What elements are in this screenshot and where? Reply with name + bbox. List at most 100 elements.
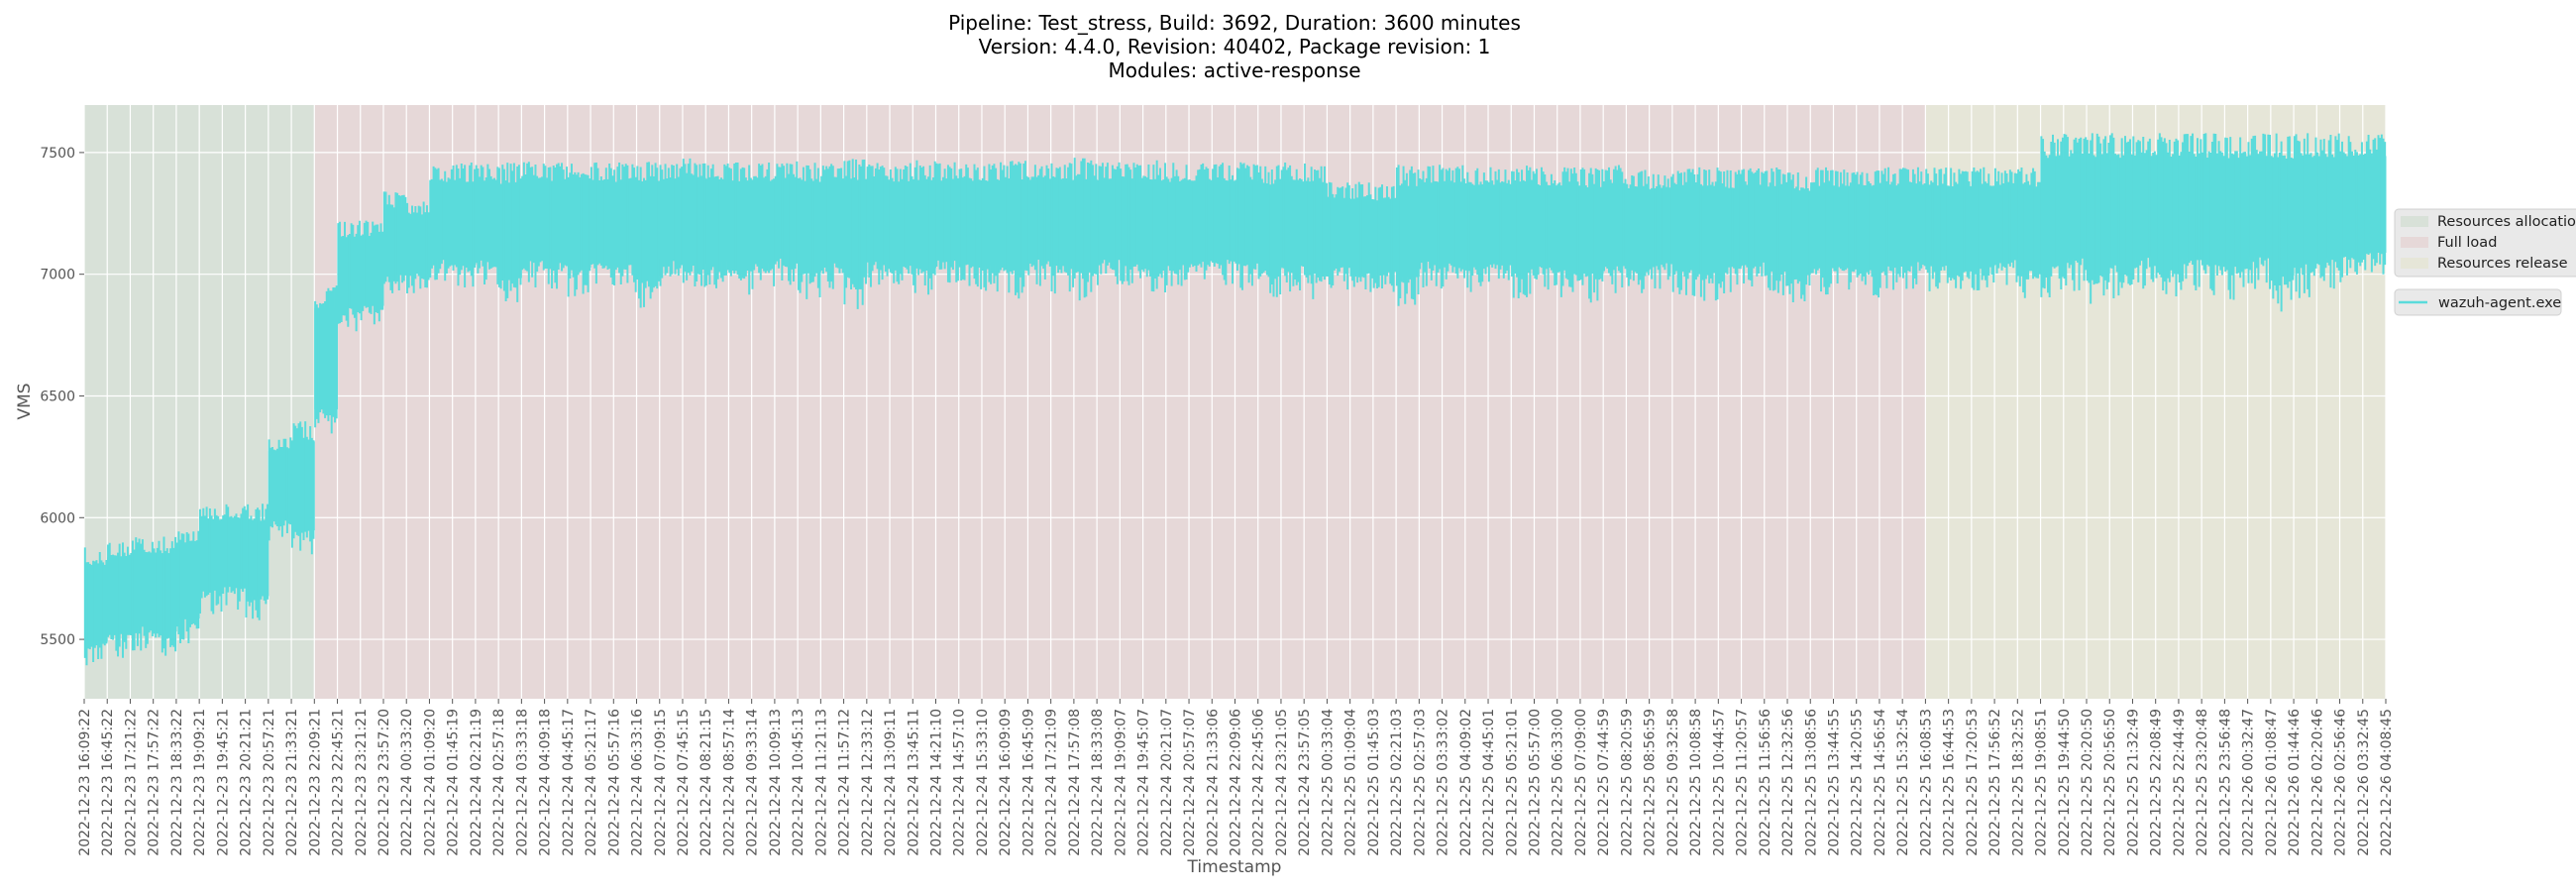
series-wazuh-agent [83, 133, 2387, 666]
x-tick-label: 2022-12-26 04:08:45 [2379, 709, 2395, 856]
x-tick-label: 2022-12-25 11:56:56 [1758, 709, 1773, 856]
x-tick-label: 2022-12-24 19:09:07 [1113, 709, 1128, 856]
x-tick-label: 2022-12-23 16:45:22 [100, 709, 116, 856]
x-tick-label: 2022-12-25 01:09:04 [1343, 709, 1359, 856]
x-tick-label: 2022-12-25 16:08:53 [1918, 709, 1934, 856]
x-tick-label: 2022-12-26 02:56:46 [2333, 709, 2349, 856]
x-tick-label: 2022-12-25 16:44:53 [1942, 709, 1958, 856]
title-line-3: Modules: active-response [1108, 58, 1360, 82]
x-tick-label: 2022-12-25 22:44:49 [2172, 709, 2188, 856]
x-tick-label: 2022-12-25 02:57:03 [1412, 709, 1428, 856]
x-tick-label: 2022-12-25 15:32:54 [1895, 709, 1911, 856]
x-tick-label: 2022-12-24 08:21:15 [698, 709, 714, 856]
x-tick-label: 2022-12-24 01:09:20 [422, 709, 438, 856]
x-tick-label: 2022-12-24 17:57:08 [1067, 709, 1083, 856]
x-tick-label: 2022-12-23 16:09:22 [77, 709, 93, 856]
x-tick-label: 2022-12-24 20:57:07 [1182, 709, 1198, 856]
x-tick-label: 2022-12-25 23:56:48 [2217, 709, 2233, 856]
x-tick-label: 2022-12-25 13:08:56 [1803, 709, 1819, 856]
x-tick-label: 2022-12-24 09:33:14 [745, 709, 761, 856]
legend-label-full-load: Full load [2437, 235, 2497, 251]
x-tick-label: 2022-12-24 04:45:17 [561, 709, 577, 856]
x-tick-label: 2022-12-25 13:44:55 [1826, 709, 1842, 856]
x-tick-label: 2022-12-23 18:33:22 [169, 709, 185, 856]
x-tick-label: 2022-12-25 19:08:51 [2034, 709, 2050, 856]
x-axis-label: Timestamp [1187, 857, 1282, 877]
x-tick-label: 2022-12-24 00:33:20 [399, 709, 415, 856]
x-tick-label: 2022-12-24 11:21:13 [813, 709, 829, 856]
x-tick-label: 2022-12-24 07:45:15 [676, 709, 692, 856]
x-tick-label: 2022-12-25 03:33:02 [1436, 709, 1451, 856]
x-tick-label: 2022-12-23 22:45:21 [331, 709, 347, 856]
x-tick-label: 2022-12-23 19:09:21 [192, 709, 208, 856]
phase-legend: Resources allocation Full load Resources… [2394, 208, 2576, 278]
x-tick-label: 2022-12-25 22:08:49 [2149, 709, 2165, 856]
x-tick-label: 2022-12-24 22:09:06 [1229, 709, 1244, 856]
x-tick-label: 2022-12-24 20:21:07 [1159, 709, 1175, 856]
x-tick-label: 2022-12-25 02:21:03 [1389, 709, 1405, 856]
x-tick-label: 2022-12-24 23:57:05 [1297, 709, 1313, 856]
x-tick-label: 2022-12-24 10:09:13 [768, 709, 784, 856]
x-tick-label: 2022-12-24 22:45:06 [1251, 709, 1267, 856]
x-tick-label: 2022-12-24 13:45:11 [906, 709, 921, 856]
x-tick-label: 2022-12-23 22:09:21 [307, 709, 323, 856]
x-tick-label: 2022-12-25 21:32:49 [2125, 709, 2141, 856]
legend-swatch-release [2401, 258, 2428, 269]
x-tick-label: 2022-12-26 01:08:47 [2264, 709, 2280, 856]
title-line-1: Pipeline: Test_stress, Build: 3692, Dura… [948, 11, 1521, 35]
x-tick-label: 2022-12-24 13:09:11 [883, 709, 899, 856]
x-tick-label: 2022-12-24 05:57:16 [606, 709, 622, 856]
x-tick-label: 2022-12-23 19:45:21 [215, 709, 231, 856]
x-tick-label: 2022-12-24 23:21:05 [1274, 709, 1290, 856]
x-tick-label: 2022-12-26 00:32:47 [2241, 709, 2257, 856]
x-tick-label: 2022-12-24 02:21:19 [469, 709, 484, 856]
y-tick-label: 5500 [40, 632, 75, 648]
x-axis: 2022-12-23 16:09:22 2022-12-23 16:45:22 20… [77, 699, 2395, 856]
x-tick-label: 2022-12-26 01:44:46 [2287, 709, 2303, 856]
x-tick-label: 2022-12-23 20:57:21 [262, 709, 277, 856]
y-axis-label: VMS [15, 383, 35, 419]
x-tick-label: 2022-12-24 17:21:09 [1044, 709, 1060, 856]
x-tick-label: 2022-12-25 19:44:50 [2057, 709, 2073, 856]
x-tick-label: 2022-12-24 10:45:13 [791, 709, 806, 856]
y-tick-label: 6000 [40, 510, 75, 526]
x-tick-label: 2022-12-24 06:33:16 [630, 709, 646, 856]
y-axis: 5500 6000 6500 7000 7500 [40, 146, 84, 648]
x-tick-label: 2022-12-25 08:20:59 [1619, 709, 1635, 856]
x-tick-label: 2022-12-24 11:57:12 [837, 709, 853, 856]
x-tick-label: 2022-12-23 21:33:21 [284, 709, 300, 856]
x-tick-label: 2022-12-25 01:45:03 [1366, 709, 1382, 856]
x-tick-label: 2022-12-24 16:09:09 [998, 709, 1014, 856]
x-tick-label: 2022-12-25 07:09:00 [1573, 709, 1589, 856]
x-tick-label: 2022-12-23 23:57:20 [376, 709, 392, 856]
x-tick-label: 2022-12-25 20:56:50 [2102, 709, 2118, 856]
legend-label-wazuh-agent: wazuh-agent.exe [2438, 295, 2561, 311]
x-tick-label: 2022-12-25 07:44:59 [1596, 709, 1612, 856]
x-tick-label: 2022-12-25 08:56:59 [1643, 709, 1659, 856]
x-tick-label: 2022-12-25 17:20:53 [1965, 709, 1981, 856]
x-tick-label: 2022-12-24 14:21:10 [929, 709, 945, 856]
x-tick-label: 2022-12-24 04:09:18 [538, 709, 554, 856]
legend-label-release: Resources release [2437, 256, 2568, 272]
legend-swatch-full-load [2401, 237, 2428, 248]
x-tick-label: 2022-12-25 06:33:00 [1551, 709, 1566, 856]
x-tick-label: 2022-12-25 05:21:01 [1504, 709, 1520, 856]
title-line-2: Version: 4.4.0, Revision: 40402, Package… [979, 35, 1491, 58]
series-legend: wazuh-agent.exe [2394, 288, 2562, 316]
y-tick-label: 7500 [40, 146, 75, 162]
y-tick-label: 7000 [40, 268, 75, 283]
x-tick-label: 2022-12-25 10:44:57 [1711, 709, 1727, 856]
x-tick-label: 2022-12-25 04:45:01 [1481, 709, 1497, 856]
x-tick-label: 2022-12-25 20:20:50 [2080, 709, 2095, 856]
x-tick-label: 2022-12-24 03:33:18 [514, 709, 530, 856]
x-tick-label: 2022-12-24 05:21:17 [584, 709, 599, 856]
x-tick-label: 2022-12-25 17:56:52 [1987, 709, 2003, 856]
x-tick-label: 2022-12-25 14:56:54 [1873, 709, 1888, 856]
x-tick-label: 2022-12-24 15:33:10 [975, 709, 991, 856]
x-tick-label: 2022-12-24 12:33:12 [860, 709, 876, 856]
y-tick-label: 6500 [40, 389, 75, 404]
x-tick-label: 2022-12-25 00:33:04 [1320, 709, 1336, 856]
x-tick-label: 2022-12-25 09:32:58 [1665, 709, 1681, 856]
x-tick-label: 2022-12-24 14:57:10 [952, 709, 968, 856]
chart-title: Pipeline: Test_stress, Build: 3692, Dura… [948, 11, 1521, 82]
